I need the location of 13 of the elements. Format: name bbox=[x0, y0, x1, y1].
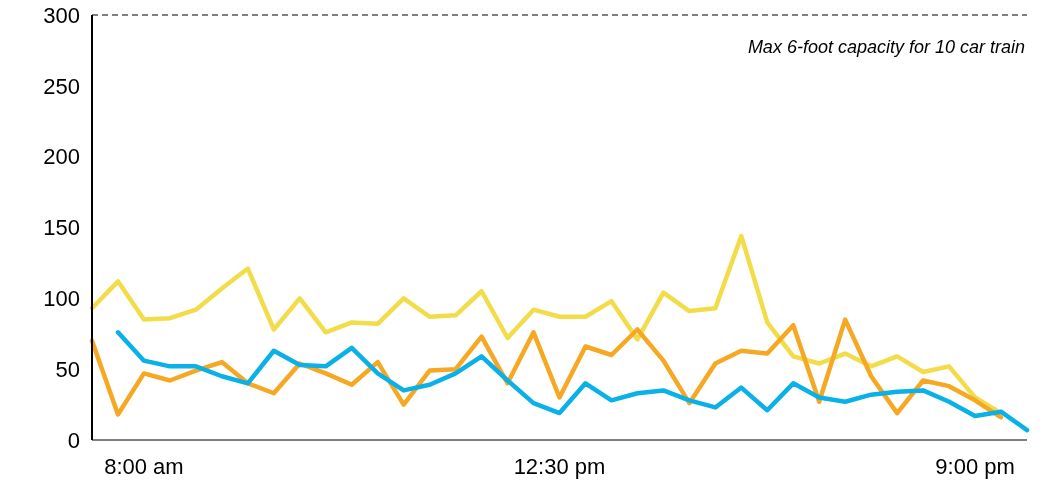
line-series bbox=[115, 330, 1030, 433]
line-series bbox=[89, 317, 1004, 420]
y-tick-label: 0 bbox=[67, 427, 80, 453]
ref-line-label: Max 6-foot capacity for 10 car train bbox=[747, 37, 1025, 57]
y-tick-label: 100 bbox=[43, 286, 80, 312]
x-tick-label: 8:00 am bbox=[104, 454, 184, 479]
y-tick-label: 250 bbox=[43, 73, 80, 99]
x-tick-label: 9:00 pm bbox=[935, 454, 1015, 479]
y-tick-label: 300 bbox=[43, 2, 80, 28]
y-tick-label: 50 bbox=[55, 356, 80, 382]
x-tick-label: 12:30 pm bbox=[513, 454, 606, 479]
y-tick-label: 200 bbox=[43, 144, 80, 170]
y-tick-label: 150 bbox=[43, 215, 80, 241]
